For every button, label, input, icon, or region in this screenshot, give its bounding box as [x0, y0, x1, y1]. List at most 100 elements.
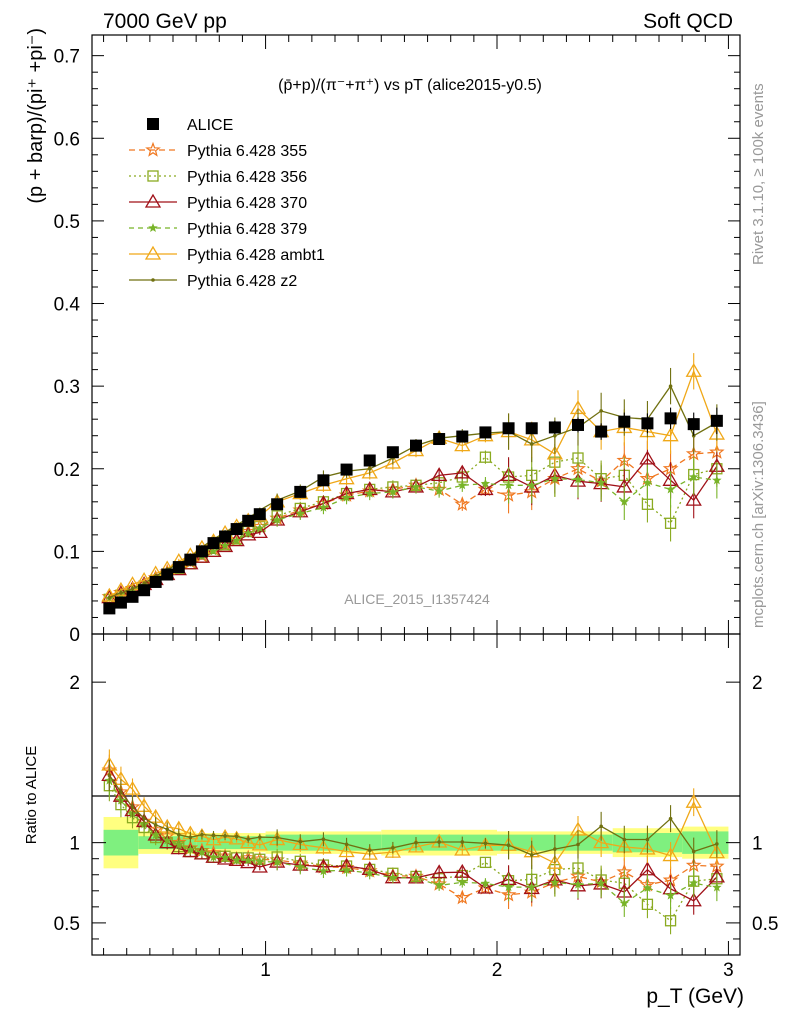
y-tick-label: 0.3: [54, 377, 80, 398]
ratio-plot-frame: [91, 633, 741, 956]
ratio-point-pythia-6-428-z2: [200, 832, 204, 837]
data-point-alice: [710, 414, 723, 427]
y-tick-label: 0.1: [54, 542, 80, 563]
ratio-point-pythia-6-428-ambt1: [477, 836, 494, 851]
data-point-pythia-6-428-z2: [130, 586, 135, 591]
data-point-alice: [572, 418, 584, 431]
data-point-alice: [138, 584, 151, 597]
ratio-point-pythia-6-428-ambt1: [124, 780, 141, 795]
data-point-alice: [114, 596, 127, 609]
legend-marker-alice: [147, 118, 159, 130]
header-left: 7000 GeV pp: [103, 10, 227, 33]
x-tick-label: 3: [723, 960, 734, 981]
data-point-alice: [641, 417, 654, 430]
ratio-point-pythia-6-428-ambt1: [708, 844, 725, 859]
ratio-point-pythia-6-428-z2: [234, 834, 239, 839]
ratio-point-pythia-6-428-z2: [506, 843, 511, 848]
legend: ALICE Pythia 6.428 355 Pythia 6.428 356 Pyt…: [129, 117, 325, 290]
watermark: ALICE_2015_I1357424: [344, 591, 490, 607]
legend-marker-pythia-6-428-356: [147, 170, 159, 182]
data-point-pythia-6-428-ambt1: [361, 464, 378, 479]
data-point-pythia-6-428-379: [480, 478, 491, 488]
ratio-point-pythia-6-428-379: [341, 865, 352, 875]
data-point-pythia-6-428-z2: [599, 409, 603, 413]
ratio-point-pythia-6-428-ambt1: [639, 840, 656, 855]
data-point-alice: [195, 545, 208, 558]
data-point-pythia-6-428-379: [550, 473, 560, 483]
legend-label-pythia-6-428-355: Pythia 6.428 355: [187, 143, 307, 160]
data-point-pythia-6-428-z2: [107, 595, 112, 600]
data-point-pythia-6-428-ambt1: [685, 362, 702, 377]
data-point-pythia-6-428-379: [573, 474, 583, 484]
rivet-label: Rivet 3.1.10, ≥ 100k events: [750, 83, 767, 265]
data-point-alice: [386, 446, 399, 459]
main-series-layer: [101, 353, 725, 615]
legend-label-pythia-6-428-379: Pythia 6.428 379: [187, 221, 307, 238]
ratio-y-tick-label: 1: [69, 834, 80, 855]
data-point-pythia-6-428-379: [503, 480, 514, 490]
ratio-point-pythia-6-428-z2: [691, 849, 696, 854]
ratio-point-pythia-6-428-379: [318, 866, 329, 876]
ratio-point-pythia-6-428-z2: [599, 824, 603, 829]
data-point-alice: [502, 422, 515, 435]
ratio-point-pythia-6-428-ambt1: [205, 831, 222, 846]
data-point-pythia-6-428-379: [434, 486, 444, 496]
x-tick-label: 1: [260, 960, 271, 981]
ratio-point-pythia-6-428-ambt1: [228, 830, 245, 845]
ratio-point-pythia-6-428-379: [208, 852, 219, 862]
ratio-point-pythia-6-428-z2: [119, 790, 123, 794]
ratio-point-pythia-6-428-379: [255, 856, 265, 866]
ratio-point-pythia-6-428-379: [365, 868, 375, 878]
data-point-alice: [479, 426, 492, 439]
data-point-pythia-6-428-379: [272, 515, 282, 524]
data-point-alice: [687, 418, 700, 431]
data-point-pythia-6-428-z2: [553, 433, 557, 438]
ratio-band-inner: [103, 829, 139, 856]
data-point-alice: [317, 474, 330, 487]
y-tick-label: 0.4: [54, 295, 81, 316]
ratio-point-pythia-6-428-379: [197, 847, 207, 857]
data-point-pythia-6-428-379: [220, 540, 230, 550]
y-tick-label: 0.7: [54, 47, 80, 68]
ratio-point-pythia-6-428-z2: [344, 842, 349, 847]
ratio-line-pythia-6-428-355: [108, 769, 717, 899]
data-point-alice: [433, 433, 446, 446]
data-point-pythia-6-428-379: [596, 477, 606, 487]
data-point-pythia-6-428-379: [231, 535, 242, 545]
data-point-pythia-6-428-379: [208, 546, 219, 556]
ratio-point-pythia-6-428-z2: [715, 842, 719, 846]
ratio-point-pythia-6-428-ambt1: [240, 834, 257, 849]
ratio-point-pythia-6-428-z2: [645, 837, 650, 842]
x-tick-label: 2: [492, 960, 503, 981]
ratio-point-pythia-6-428-370: [251, 858, 268, 873]
ratio-point-pythia-6-428-ambt1: [338, 843, 355, 858]
data-point-pythia-6-428-370: [685, 491, 702, 506]
ratio-point-pythia-6-428-z2: [414, 840, 418, 845]
ratio-point-pythia-6-428-z2: [275, 835, 279, 840]
legend-marker-pythia-6-428-z2: [151, 278, 155, 282]
data-point-alice: [230, 523, 243, 536]
legend-marker-pythia-6-428-370: [144, 193, 162, 208]
ratio-point-pythia-6-428-z2: [188, 835, 193, 840]
data-point-alice: [664, 412, 677, 425]
ratio-y-tick-label-right: 2: [752, 673, 763, 694]
ratio-point-pythia-6-428-370: [216, 850, 234, 865]
ratio-point-pythia-6-428-356: [479, 856, 492, 869]
ratio-point-pythia-6-428-355: [454, 889, 471, 905]
ratio-point-pythia-6-428-379: [272, 857, 282, 867]
legend-label-pythia-6-428-370: Pythia 6.428 370: [187, 195, 307, 212]
ratio-point-pythia-6-428-379: [527, 882, 537, 892]
data-point-pythia-6-428-370: [639, 450, 656, 465]
ratio-point-pythia-6-428-379: [480, 878, 491, 888]
ratio-point-pythia-6-428-379: [596, 878, 606, 888]
ratio-point-pythia-6-428-379: [174, 839, 184, 849]
ratio-point-pythia-6-428-ambt1: [384, 843, 401, 858]
ratio-point-pythia-6-428-370: [685, 892, 702, 907]
data-point-pythia-6-428-379: [295, 508, 305, 518]
data-point-alice: [172, 561, 185, 574]
legend-label-pythia-6-428-z2: Pythia 6.428 z2: [187, 273, 297, 290]
ratio-point-pythia-6-428-z2: [668, 816, 673, 821]
series-line-pythia-6-428-379: [109, 476, 717, 600]
data-point-pythia-6-428-370: [431, 467, 448, 482]
ratio-point-pythia-6-428-379: [162, 835, 172, 845]
